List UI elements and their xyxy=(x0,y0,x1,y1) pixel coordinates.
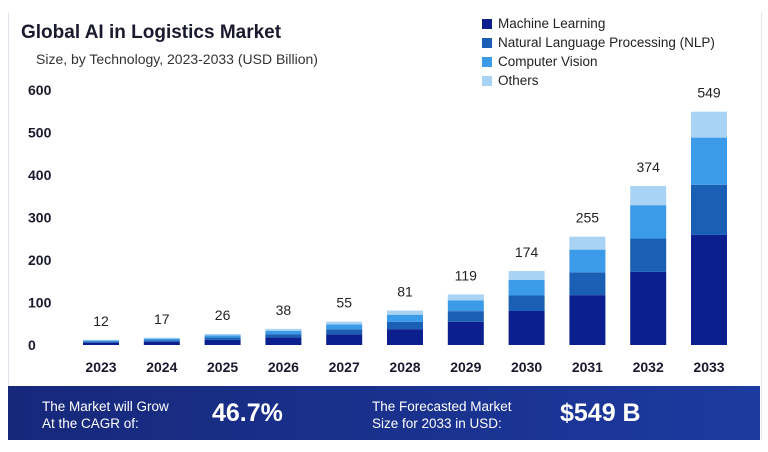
bar-total-label: 119 xyxy=(455,267,478,283)
bar-segment xyxy=(326,329,363,335)
bar-segment xyxy=(83,342,119,345)
bar-total-label: 38 xyxy=(276,302,292,318)
stacked-bar-chart: 0 100 200 300 400 500 600 12 2023 17 2024 26 2025 38 2… xyxy=(28,82,727,375)
legend-item-machine-learning: Machine Learning xyxy=(482,14,715,33)
bar-segment xyxy=(447,321,484,345)
bar-segment xyxy=(83,340,119,342)
chart-subtitle: Size, by Technology, 2023-2033 (USD Bill… xyxy=(36,51,318,67)
cagr-label-line1: The Market will Grow xyxy=(42,399,169,414)
bar-segment xyxy=(143,338,180,341)
bar-total-label: 81 xyxy=(397,284,413,300)
bar-segment xyxy=(691,184,727,235)
y-tick-label: 200 xyxy=(28,252,52,268)
bar-total-label: 374 xyxy=(637,159,661,175)
bar-segment xyxy=(630,271,667,345)
bar-segment xyxy=(143,340,180,342)
legend-label: Machine Learning xyxy=(498,16,606,31)
bar-segment xyxy=(569,295,606,345)
forecast-label-line1: The Forecasted Market xyxy=(372,399,512,414)
y-tick-label: 100 xyxy=(28,295,52,311)
bar-segment xyxy=(691,234,727,345)
bar-segment xyxy=(569,249,606,273)
y-tick-label: 500 xyxy=(28,125,52,141)
legend-item-nlp: Natural Language Processing (NLP) xyxy=(482,33,715,52)
bar-total-label: 55 xyxy=(336,295,352,311)
cagr-label: The Market will Grow At the CAGR of: xyxy=(42,398,169,432)
bar-total-label: 255 xyxy=(576,210,600,226)
bar-total-label: 549 xyxy=(697,85,721,101)
legend-swatch xyxy=(482,75,492,86)
bar-segment xyxy=(83,339,119,341)
bar-segment xyxy=(326,324,363,330)
chart-legend: Machine Learning Natural Language Proces… xyxy=(482,14,715,90)
bar-segment xyxy=(569,272,606,296)
legend-swatch xyxy=(482,18,492,29)
y-tick-label: 600 xyxy=(28,82,52,98)
footer-banner: The Market will Grow At the CAGR of: 46.… xyxy=(8,386,760,440)
x-tick-label: 2027 xyxy=(329,359,360,375)
bar-segment xyxy=(447,311,484,322)
bar-segment xyxy=(265,337,302,345)
bar-segment xyxy=(265,334,302,338)
x-tick-label: 2030 xyxy=(511,359,542,375)
bar-segment xyxy=(447,294,484,301)
bar-segment xyxy=(204,333,241,336)
forecast-label: The Forecasted Market Size for 2033 in U… xyxy=(372,398,512,432)
x-tick-label: 2031 xyxy=(572,359,603,375)
bar-segment xyxy=(447,300,484,312)
bar-segment xyxy=(143,341,180,345)
bar-segment xyxy=(630,238,667,272)
bar-segment xyxy=(508,279,545,296)
legend-item-others: Others xyxy=(482,71,715,90)
bar-segment xyxy=(143,337,180,339)
cagr-value: 46.7% xyxy=(212,399,283,427)
bar-segment xyxy=(326,321,363,325)
forecast-value: $549 B xyxy=(560,399,641,427)
bar-total-label: 12 xyxy=(93,313,109,329)
x-tick-label: 2033 xyxy=(693,359,724,375)
x-tick-label: 2025 xyxy=(207,359,238,375)
bar-segment xyxy=(508,295,545,311)
bar-segment xyxy=(265,328,302,331)
bar-segment xyxy=(508,311,545,345)
x-tick-label: 2029 xyxy=(450,359,481,375)
y-tick-label: 400 xyxy=(28,167,52,183)
x-tick-label: 2028 xyxy=(389,359,420,375)
bar-segment xyxy=(204,339,241,345)
bar-segment xyxy=(569,236,606,250)
forecast-label-line2: Size for 2033 in USD: xyxy=(372,416,502,431)
x-tick-label: 2024 xyxy=(146,359,177,375)
legend-label: Computer Vision xyxy=(498,54,598,69)
y-tick-label: 300 xyxy=(28,210,52,226)
legend-label: Others xyxy=(498,73,539,88)
chart-title: Global AI in Logistics Market xyxy=(21,22,282,43)
bar-segment xyxy=(387,321,423,330)
bar-segment xyxy=(387,314,423,322)
bar-segment xyxy=(630,205,667,239)
bar-total-label: 174 xyxy=(515,244,539,260)
bar-segment xyxy=(691,111,727,138)
bar-segment xyxy=(508,271,545,280)
x-tick-label: 2023 xyxy=(85,359,116,375)
cagr-label-line2: At the CAGR of: xyxy=(42,416,139,431)
legend-swatch xyxy=(482,56,492,67)
bar-segment xyxy=(204,337,241,340)
x-tick-label: 2026 xyxy=(268,359,299,375)
bar-total-label: 26 xyxy=(215,307,231,323)
bar-segment xyxy=(630,186,667,206)
bar-segment xyxy=(83,341,119,343)
x-tick-label: 2032 xyxy=(633,359,664,375)
bar-segment xyxy=(387,329,423,345)
bar-segment xyxy=(387,310,423,315)
bar-segment xyxy=(326,334,363,345)
bar-total-label: 17 xyxy=(154,311,170,327)
bar-segment xyxy=(204,335,241,338)
bar-segment xyxy=(691,137,727,185)
bar-segment xyxy=(265,330,302,335)
legend-label: Natural Language Processing (NLP) xyxy=(498,35,715,50)
y-tick-label: 0 xyxy=(28,337,36,353)
legend-item-computer-vision: Computer Vision xyxy=(482,52,715,71)
legend-swatch xyxy=(482,37,492,48)
